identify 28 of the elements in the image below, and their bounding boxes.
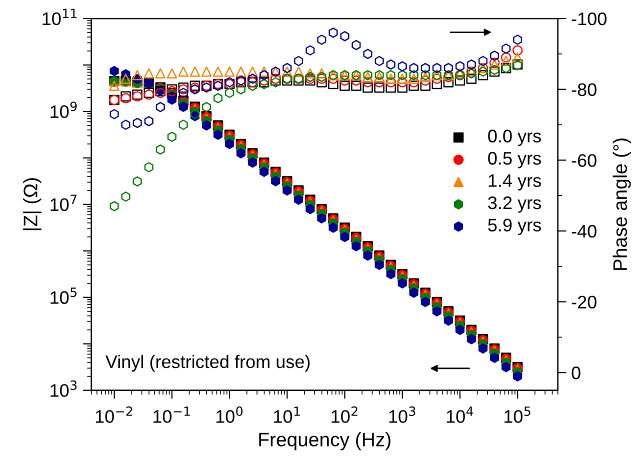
y2-axis-title: Phase angle (°) [612,138,631,270]
y-tick-label: 10$^{3}$ [50,380,77,397]
y2-tick-label: -40 [572,224,596,238]
annotation: Vinyl (restricted from use) [105,354,310,372]
x-tick-label: 10$^{5}$ [504,406,530,423]
legend-label: 1.4 yrs [488,174,541,191]
y2-tick-label: -20 [572,296,596,309]
x-tick-label: 10$^{1}$ [274,406,300,423]
x-tick-label: 10$^{−2}$ [96,406,132,423]
y-tick-label: 10$^{11}$ [42,8,77,26]
y2-tick-label: -100 [572,12,606,26]
legend-label: 3.2 yrs [488,196,541,213]
y2-tick-label: 0 [572,366,580,380]
x-tick-label: 10$^{3}$ [389,406,416,423]
y-tick-label: 10$^{7}$ [50,194,77,212]
x-tick-label: 10$^{2}$ [332,406,358,423]
y2-tick-label: -80 [572,83,596,96]
y2-tick-label: -60 [572,154,596,167]
x-tick-label: 10$^{4}$ [446,406,474,423]
legend-label: 5.9 yrs [488,218,541,236]
legend-label: 0.0 yrs [488,130,541,146]
legend-label: 0.5 yrs [488,152,541,168]
y-tick-label: 10$^{5}$ [50,288,76,304]
y-tick-label: 10$^{9}$ [50,102,77,118]
x-tick-label: 10$^{0}$ [216,406,243,423]
y-axis-title: |Z| (Ω) [23,178,42,230]
x-tick-label: 10$^{−1}$ [154,406,190,423]
x-axis-title: Frequency (Hz) [259,432,390,450]
